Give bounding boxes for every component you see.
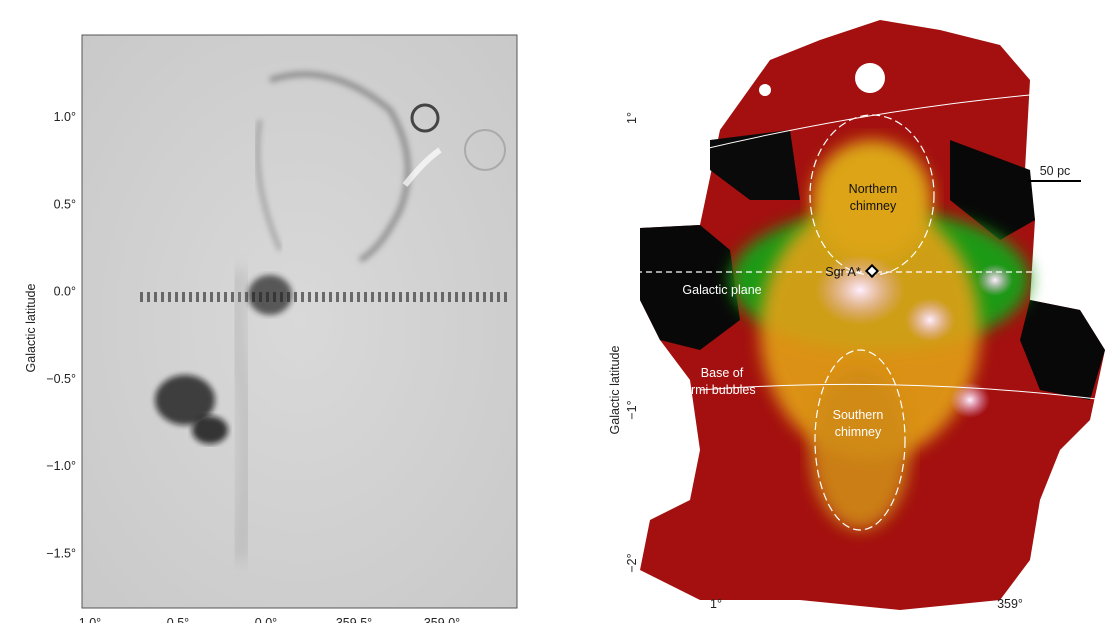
y-tick-label: 0.5° xyxy=(54,197,76,211)
annotation: Base of xyxy=(701,366,744,380)
x-tick-label: 359.0° xyxy=(424,616,460,623)
y-tick-label: 0.0° xyxy=(54,285,76,299)
x-tick-label: 359.5° xyxy=(336,616,372,623)
annotation: Northern xyxy=(849,182,898,196)
y-tick-label: −0.5° xyxy=(46,372,76,386)
x-tick-label: 0.5° xyxy=(167,616,189,623)
annotation: chimney xyxy=(850,199,897,213)
x-tick-label: 1.0° xyxy=(79,616,101,623)
y-tick-label: −1.0° xyxy=(46,459,76,473)
y-tick-label: 1° xyxy=(625,112,639,124)
x-tick-label: 359° xyxy=(997,597,1023,611)
y-tick-label: −1.5° xyxy=(46,547,76,561)
annotation: Sgr A* xyxy=(825,265,861,279)
xray-image xyxy=(636,20,1106,610)
y-axis-label: Galactic latitude xyxy=(608,345,622,434)
annotation: Southern xyxy=(833,408,884,422)
x-tick-label: 1° xyxy=(710,597,722,611)
y-tick-label: −2° xyxy=(625,553,639,572)
scale-bar-label: 50 pc xyxy=(1040,164,1071,178)
annotation: Fermi bubbles xyxy=(676,383,755,397)
radio-image xyxy=(81,34,518,609)
x-tick-label: 0.0° xyxy=(255,616,277,623)
annotation: Galactic plane xyxy=(682,283,761,297)
y-axis-label: Galactic latitude xyxy=(24,283,38,372)
y-tick-label: −1° xyxy=(625,400,639,419)
y-tick-label: 1.0° xyxy=(54,110,76,124)
annotation: chimney xyxy=(835,425,882,439)
